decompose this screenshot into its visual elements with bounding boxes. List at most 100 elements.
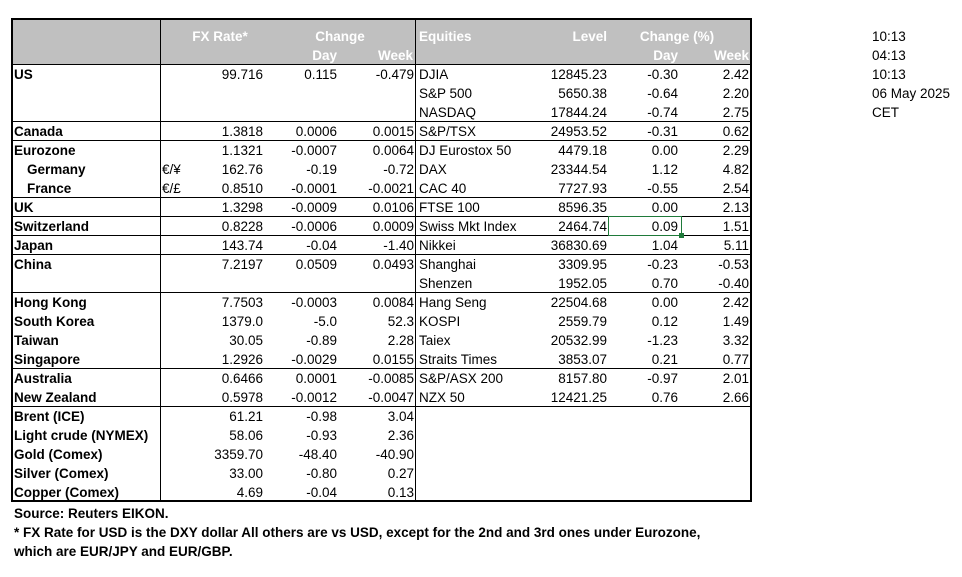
time-2: 04:13 (872, 48, 906, 63)
equity-level: 4479.18 (558, 143, 607, 158)
footer-note-2: which are EUR/JPY and EUR/GBP. (14, 544, 233, 559)
equity-week-change: 5.11 (723, 238, 749, 253)
rule-header-eq (415, 64, 752, 65)
fx-day-change: -0.0029 (291, 352, 337, 367)
fx-rate-value: 1.2926 (221, 352, 263, 367)
fx-rate-value: 0.8510 (221, 181, 263, 196)
equity-day-change: 0.00 (651, 295, 678, 310)
equity-index-name: S&P 500 (419, 86, 473, 101)
divider-label-col (160, 19, 161, 501)
fx-week-change: 0.0493 (372, 257, 414, 272)
rule-after-eurozone (12, 197, 752, 198)
header-eq-week: Week (713, 48, 749, 63)
fx-rate-value: 1.3298 (221, 200, 263, 215)
fx-week-change: 0.0084 (372, 295, 414, 310)
fx-week-change: 0.27 (387, 466, 414, 481)
fx-week-change: 52.3 (387, 314, 414, 329)
equity-index-name: CAC 40 (419, 181, 467, 196)
equity-index-name: NZX 50 (419, 390, 465, 405)
equity-week-change: 3.32 (722, 333, 749, 348)
rule-after-asia (12, 368, 752, 369)
equity-index-name: Straits Times (419, 352, 498, 367)
equity-week-change: 2.66 (722, 390, 749, 405)
header-change-pct: Change (%) (639, 29, 715, 44)
rule-after-china (12, 292, 752, 293)
equity-week-change: 2.13 (722, 200, 749, 215)
header-equities: Equities (419, 29, 472, 44)
row-label: Germany (27, 162, 86, 177)
equity-day-change: -0.31 (647, 124, 678, 139)
rule-header-fx (12, 64, 415, 65)
fx-day-change: -0.0006 (291, 219, 337, 234)
equity-day-change: 0.70 (651, 276, 678, 291)
fx-day-change: -0.89 (306, 333, 337, 348)
equity-week-change: -0.40 (718, 276, 749, 291)
fx-week-change: -0.479 (375, 67, 414, 82)
equity-index-name: Hang Seng (419, 295, 487, 310)
equity-level: 1952.05 (558, 276, 607, 291)
equity-index-name: DAX (419, 162, 447, 177)
equity-week-change: 1.49 (722, 314, 749, 329)
fx-week-change: -0.0085 (368, 371, 414, 386)
equity-index-name: Shenzen (419, 276, 473, 291)
fx-rate-value: 0.6466 (221, 371, 263, 386)
equity-index-name: FTSE 100 (419, 200, 480, 215)
row-label: Copper (Comex) (14, 485, 120, 500)
pair-symbol: €/£ (162, 181, 181, 196)
row-label: Eurozone (14, 143, 76, 158)
fx-day-change: -0.0007 (291, 143, 337, 158)
rule-after-oceania (12, 406, 752, 407)
fx-week-change: 3.04 (387, 409, 414, 424)
fx-week-change: -40.90 (375, 447, 414, 462)
equity-day-change: 1.12 (651, 162, 678, 177)
fx-week-change: 0.0009 (372, 219, 414, 234)
fx-week-change: 2.36 (387, 428, 414, 443)
equity-day-change: -0.64 (647, 86, 678, 101)
rule-after-switzerland (12, 235, 752, 236)
equity-day-change: 0.00 (651, 200, 678, 215)
equity-index-name: NASDAQ (419, 105, 477, 120)
equity-level: 3309.95 (558, 257, 607, 272)
equity-day-change: -0.97 (647, 371, 678, 386)
fx-rate-value: 0.8228 (221, 219, 263, 234)
equity-level: 20532.99 (550, 333, 607, 348)
row-label: Australia (14, 371, 72, 386)
fx-week-change: -1.40 (383, 238, 414, 253)
equity-day-change: 0.21 (651, 352, 678, 367)
equity-level: 23344.54 (550, 162, 607, 177)
fx-day-change: -0.98 (306, 409, 337, 424)
equity-week-change: 0.62 (722, 124, 749, 139)
equity-week-change: 0.77 (722, 352, 749, 367)
row-label: Gold (Comex) (14, 447, 103, 462)
fill-handle[interactable] (679, 233, 684, 238)
row-label: Canada (14, 124, 63, 139)
fx-day-change: -0.0012 (291, 390, 337, 405)
fx-rate-value: 162.76 (221, 162, 263, 177)
equity-day-change: -0.30 (647, 67, 678, 82)
header-fx-rate: FX Rate* (192, 29, 248, 44)
fx-day-change: -0.19 (306, 162, 337, 177)
timezone: CET (872, 105, 899, 120)
equity-week-change: 2.29 (722, 143, 749, 158)
row-label: Silver (Comex) (14, 466, 109, 481)
fx-week-change: 0.0106 (372, 200, 414, 215)
selected-cell[interactable] (608, 216, 684, 238)
equity-week-change: 2.20 (722, 86, 749, 101)
fx-day-change: 0.0001 (295, 371, 337, 386)
equity-level: 8596.35 (558, 200, 607, 215)
header-week: Week (377, 48, 413, 63)
fx-rate-value: 143.74 (221, 238, 263, 253)
fx-week-change: 2.28 (387, 333, 414, 348)
fx-day-change: -0.0009 (291, 200, 337, 215)
fx-week-change: -0.72 (383, 162, 414, 177)
equity-level: 12421.25 (550, 390, 607, 405)
fx-rate-value: 30.05 (229, 333, 263, 348)
fx-rate-value: 7.2197 (221, 257, 263, 272)
rule-after-japan (12, 254, 752, 255)
fx-rate-value: 0.5978 (221, 390, 263, 405)
equity-week-change: 2.01 (722, 371, 749, 386)
table-border (11, 18, 752, 502)
row-label: South Korea (14, 314, 95, 329)
row-label: New Zealand (14, 390, 97, 405)
